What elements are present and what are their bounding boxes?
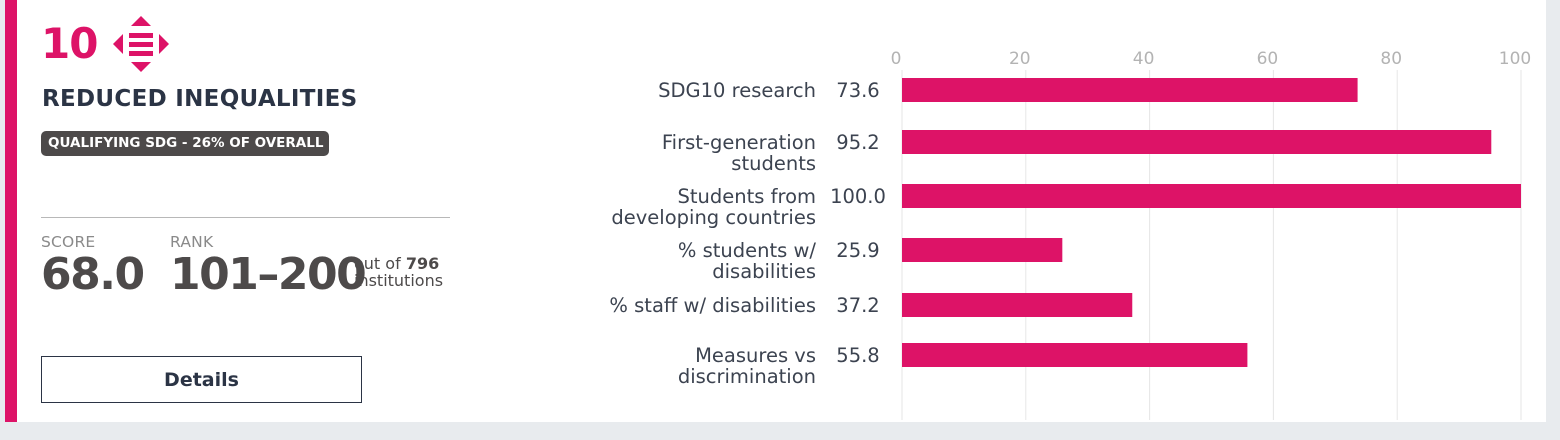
x-tick-label: 100 (1499, 49, 1531, 69)
rank-context: out of 796 institutions (354, 255, 443, 289)
category-label-line: disabilities (712, 260, 816, 283)
sdg-accent-bar (5, 0, 17, 422)
value-label: 95.2 (836, 131, 879, 154)
rank-value: 101–200 (170, 249, 367, 300)
category-label: % students w/disabilities (678, 239, 817, 283)
value-label: 25.9 (836, 239, 879, 262)
reduced-inequalities-icon (113, 16, 170, 72)
category-label-line: % staff w/ disabilities (609, 294, 816, 317)
x-tick-label: 20 (1009, 49, 1031, 69)
bar (902, 78, 1358, 102)
sdg-number: 10 (41, 19, 98, 68)
rank-institutions-text: institutions (354, 271, 444, 290)
category-label-line: Measures vs (695, 344, 816, 367)
rank-label: RANK (170, 233, 214, 251)
category-label: First-generation students (662, 131, 816, 175)
bar (902, 343, 1248, 367)
category-label: SDG10 research (658, 79, 816, 102)
sdg-summary-panel: 10 REDUCED INEQUALITIES QUALIFYING SDG -… (41, 0, 451, 422)
x-tick-label: 0 (891, 49, 902, 69)
category-label: Students from developing countries (611, 185, 816, 229)
x-tick-label: 40 (1133, 49, 1155, 69)
value-label: 55.8 (836, 344, 879, 367)
bar (902, 238, 1063, 262)
sdg-title: REDUCED INEQUALITIES (42, 86, 358, 112)
category-label-line: students (731, 152, 816, 175)
bar (902, 184, 1521, 208)
score-value: 68.0 (41, 249, 145, 300)
value-label: 37.2 (836, 294, 879, 317)
value-label: 73.6 (836, 79, 879, 102)
x-tick-label: 60 (1257, 49, 1279, 69)
sdg-header: 10 (41, 14, 171, 74)
details-button[interactable]: Details (41, 356, 362, 403)
category-label-line: SDG10 research (658, 79, 816, 102)
sdg-card (5, 0, 1546, 422)
category-label-line: Students from (678, 185, 817, 208)
qualifying-badge: QUALIFYING SDG - 26% OF OVERALL (41, 131, 330, 156)
category-label-line: developing countries (611, 206, 816, 229)
category-label-line: First-generation (662, 131, 816, 154)
category-label: Measures vs discrimination (678, 344, 816, 388)
category-label: % staff w/ disabilities (609, 294, 816, 317)
rank-total: 796 (405, 254, 440, 273)
category-label-line: discrimination (678, 365, 816, 388)
divider (41, 217, 450, 218)
bar (902, 130, 1492, 154)
x-tick-label: 80 (1380, 49, 1402, 69)
bar (902, 293, 1133, 317)
value-label: 100.0 (830, 185, 886, 208)
score-label: SCORE (41, 233, 96, 251)
category-label-line: % students w/ (678, 239, 817, 262)
rank-out-of-text: out of (354, 254, 401, 273)
